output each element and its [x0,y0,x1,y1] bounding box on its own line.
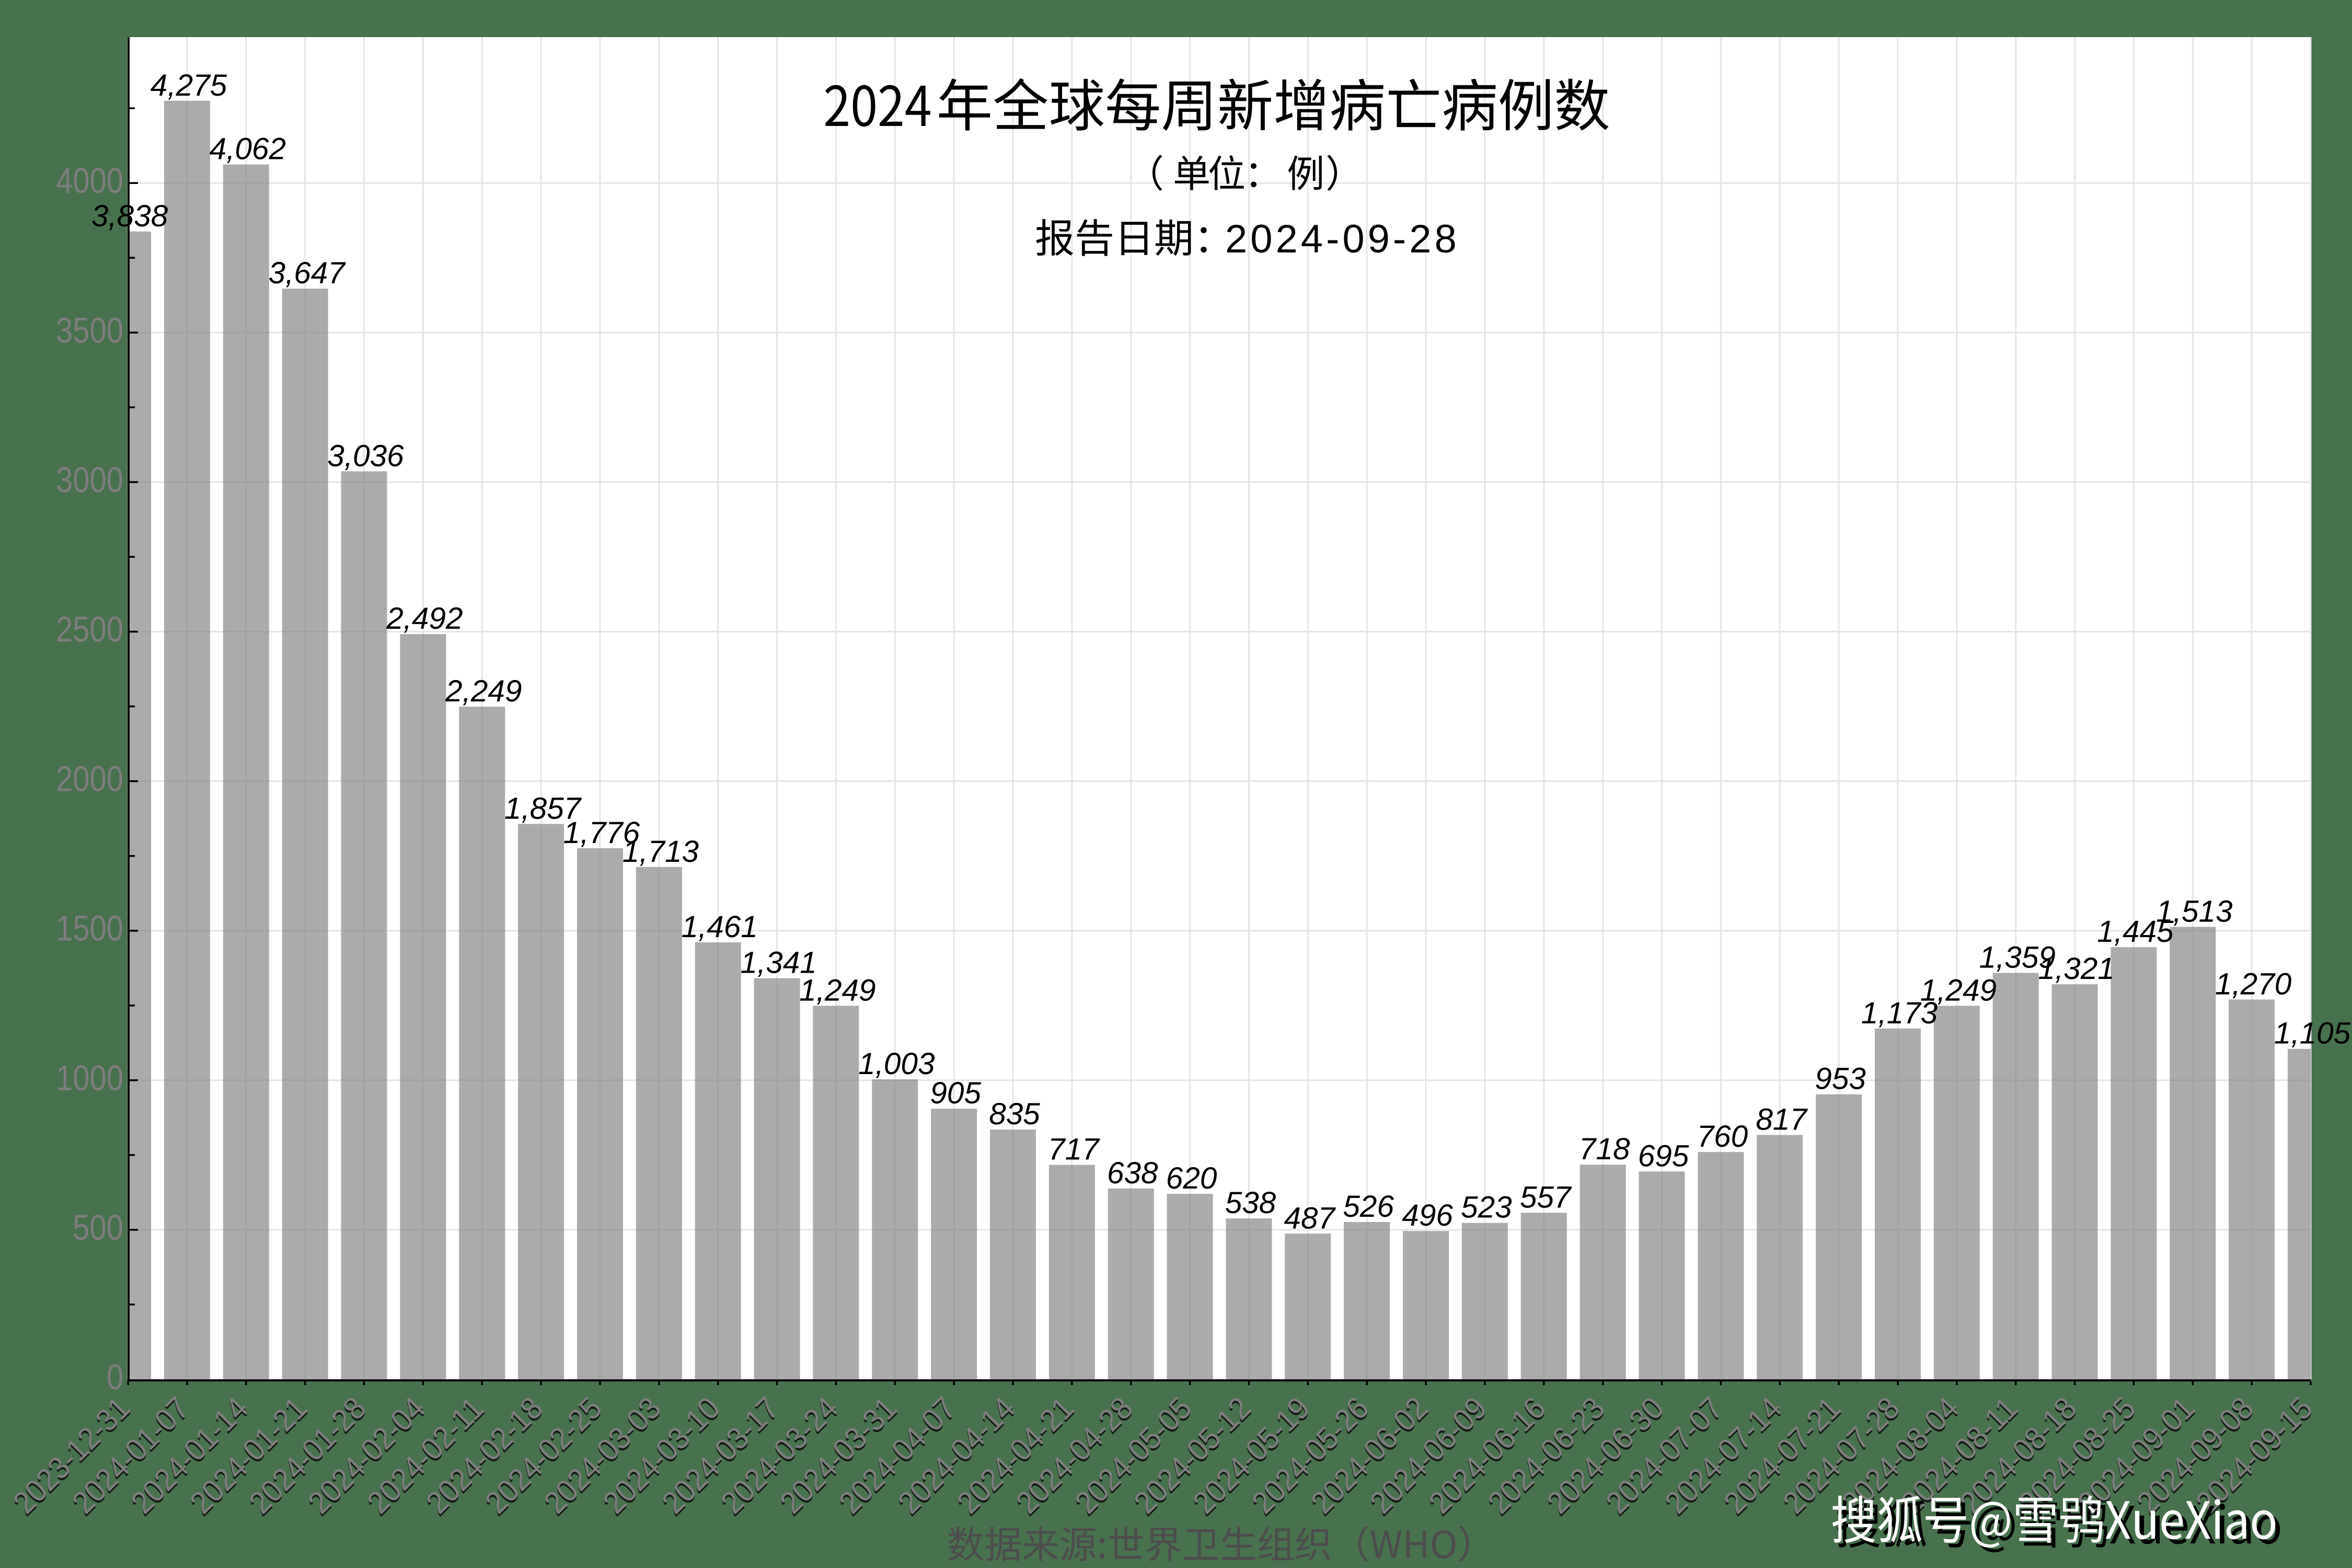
svg-text:3000: 3000 [56,459,123,500]
svg-text:538: 538 [1225,1186,1276,1220]
svg-text:1,321: 1,321 [2038,952,2114,986]
svg-text:4,062: 4,062 [210,132,286,166]
svg-text:718: 718 [1579,1132,1630,1166]
svg-text:1,445: 1,445 [2097,915,2174,949]
svg-text:3,036: 3,036 [327,439,404,473]
svg-text:523: 523 [1461,1191,1512,1225]
svg-text:760: 760 [1697,1120,1748,1154]
svg-text:1,270: 1,270 [2215,967,2292,1001]
svg-text:2000: 2000 [56,759,123,799]
svg-text:1,173: 1,173 [1861,996,1938,1030]
svg-text:1,003: 1,003 [858,1047,935,1081]
svg-text:4000: 4000 [56,160,123,201]
svg-text:2500: 2500 [56,609,123,650]
svg-text:1000: 1000 [56,1058,123,1098]
svg-text:3,647: 3,647 [268,256,346,290]
svg-text:1,105: 1,105 [2274,1017,2351,1051]
svg-text:817: 817 [1756,1103,1808,1137]
svg-text:2,249: 2,249 [445,674,522,708]
svg-text:1,359: 1,359 [1979,940,2055,974]
svg-text:1,857: 1,857 [504,791,582,825]
svg-text:2024-09-28: 2024-09-28 [1225,217,1460,261]
svg-text:1,249: 1,249 [1920,973,1997,1007]
svg-text:1,513: 1,513 [2156,894,2233,928]
svg-text:835: 835 [989,1097,1040,1131]
svg-text:1500: 1500 [56,908,123,949]
svg-text:496: 496 [1402,1198,1453,1232]
svg-text:717: 717 [1048,1133,1100,1167]
svg-text:4,275: 4,275 [151,68,227,102]
svg-text:695: 695 [1638,1139,1689,1173]
svg-text:3,838: 3,838 [91,199,168,233]
svg-text:1,713: 1,713 [622,835,699,869]
svg-text:1,341: 1,341 [740,946,816,980]
svg-text:500: 500 [73,1207,123,1248]
svg-text:2,492: 2,492 [386,602,463,636]
svg-text:620: 620 [1166,1161,1217,1195]
svg-text:905: 905 [930,1076,981,1110]
svg-text:953: 953 [1815,1062,1866,1096]
svg-text:3500: 3500 [56,310,123,350]
svg-text:526: 526 [1343,1190,1394,1224]
svg-text:0: 0 [107,1357,123,1397]
svg-text:487: 487 [1284,1201,1336,1235]
svg-text:557: 557 [1520,1180,1572,1214]
svg-text:1,461: 1,461 [681,910,757,944]
svg-text:638: 638 [1107,1156,1158,1190]
svg-text:1,249: 1,249 [799,973,875,1007]
svg-text:1,776: 1,776 [563,816,640,850]
